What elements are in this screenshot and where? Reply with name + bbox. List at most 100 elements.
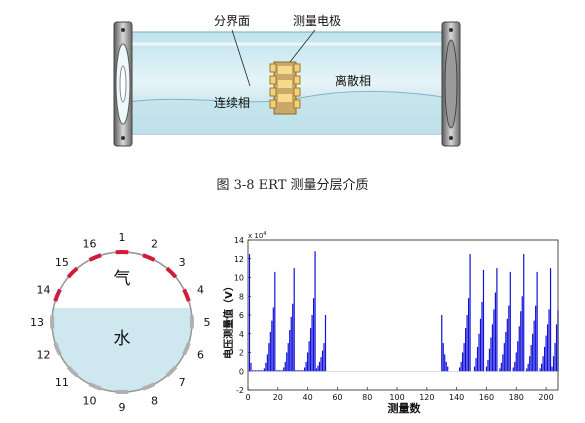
bar (503, 343, 505, 372)
bar (532, 333, 534, 372)
electrode-number-5: 5 (204, 316, 211, 329)
y-axis-label: 电压测量值（V） (222, 281, 235, 359)
electrode-ring (269, 61, 301, 115)
bar (482, 270, 485, 372)
bar (444, 354, 446, 372)
x-tick-label: 180 (509, 393, 524, 402)
bar (272, 307, 274, 372)
electrode-number-13: 13 (30, 316, 44, 329)
bar (324, 315, 327, 372)
bar (280, 370, 282, 372)
x-tick-label: 80 (362, 393, 372, 402)
bar (254, 370, 257, 372)
bar (500, 362, 502, 372)
bar (466, 315, 468, 372)
bar (296, 370, 298, 372)
bar (488, 348, 491, 372)
bar (289, 330, 291, 372)
electrode-14 (53, 288, 62, 302)
bar (475, 358, 477, 372)
bar (286, 352, 288, 372)
bar (502, 354, 504, 372)
bar (551, 366, 553, 372)
bar (301, 370, 303, 372)
bar (485, 366, 488, 372)
electrode-markers (50, 250, 194, 394)
bar (441, 315, 443, 372)
x-tick-label: 60 (332, 393, 342, 402)
x-axis-label: 测量数 (388, 401, 422, 415)
bar (518, 326, 520, 372)
bar (530, 345, 532, 372)
bar (499, 368, 501, 372)
bar (257, 370, 260, 372)
bar (505, 331, 507, 372)
bar (269, 331, 271, 372)
electrode-number-7: 7 (179, 376, 186, 389)
bar (274, 271, 276, 372)
bar (307, 352, 309, 372)
y-tick-label: 14 (234, 236, 244, 245)
electrode-7 (165, 365, 178, 378)
x-tick-label: 0 (245, 393, 250, 402)
label-dispersed: 离散相 (335, 74, 372, 88)
bar (491, 324, 494, 372)
bar (260, 370, 263, 372)
bar (304, 367, 306, 372)
electrode-number-8: 8 (151, 395, 158, 408)
electrode-number-2: 2 (151, 237, 158, 250)
electrode-3 (165, 266, 178, 279)
plot-frame (247, 239, 559, 391)
interface-line (127, 90, 451, 103)
bar (287, 343, 289, 372)
bar (314, 251, 316, 372)
bar (321, 350, 324, 372)
y-tick-label: -2 (236, 386, 244, 395)
electrode-8 (142, 382, 156, 391)
bar (554, 343, 556, 372)
bar (312, 298, 315, 372)
bar (317, 365, 319, 372)
y-exponent-label: x 104 (248, 231, 266, 240)
electrode-number-1: 1 (119, 231, 126, 244)
electrode-15 (66, 266, 79, 279)
label-interface: 分界面 (214, 14, 251, 28)
label-gas: 气 (114, 269, 131, 289)
bar (315, 368, 318, 372)
x-tick-label: 100 (389, 393, 404, 402)
voltage-bar-chart: x 104 电压测量值（V） 测量数 0 20 40 60 80 100 120 140 160… (222, 231, 559, 415)
bar (469, 254, 471, 372)
bar (262, 370, 264, 372)
bar (248, 254, 251, 372)
bar (302, 370, 304, 372)
electrode-number-14: 14 (36, 283, 50, 296)
bar (284, 361, 286, 372)
electrode-12 (53, 342, 62, 356)
bar (523, 254, 525, 372)
bar (271, 320, 273, 372)
bar (299, 370, 301, 372)
bar (490, 337, 492, 372)
bar (476, 346, 479, 372)
bar (463, 343, 465, 372)
figure-caption: 图 3-8 ERT 测量分层介质 (216, 178, 369, 193)
bar (552, 356, 555, 372)
bar (545, 335, 547, 372)
bar (520, 311, 522, 372)
electrode-4 (182, 288, 191, 302)
bar (268, 343, 270, 372)
bar (517, 341, 519, 372)
bar (526, 368, 528, 372)
bar (533, 320, 535, 372)
x-tick-label: 140 (449, 393, 464, 402)
y-tick-label: 8 (239, 292, 244, 301)
bar (253, 370, 255, 372)
bar (541, 363, 543, 372)
bar (465, 328, 467, 372)
bar (521, 296, 523, 372)
bar (292, 303, 294, 372)
bar (442, 343, 444, 372)
bar (275, 370, 277, 372)
bar (527, 363, 529, 372)
